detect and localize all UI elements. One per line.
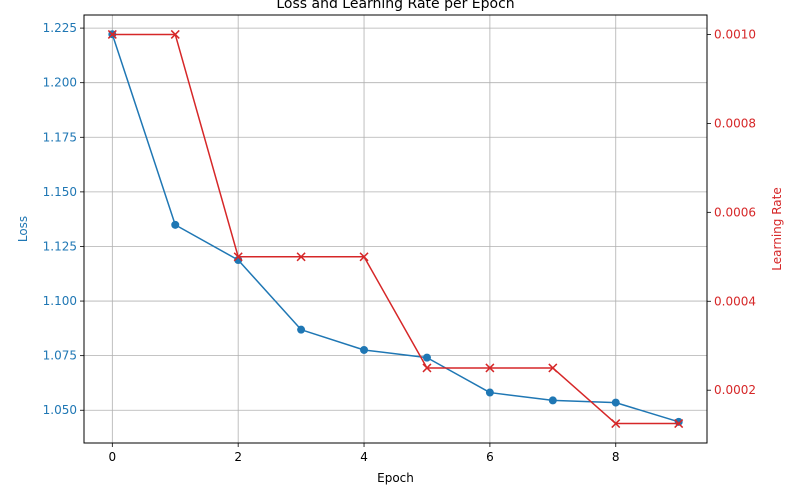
- plot-frame: [83, 14, 708, 444]
- chart-title: Loss and Learning Rate per Epoch: [276, 0, 514, 12]
- axes: 0 2 4 6 8 1.050 1.075 1.100 1.125 1.150 1.175 1.200…: [43, 21, 756, 464]
- loss-point: [422, 353, 431, 362]
- y-left-tick-label: 1.075: [43, 349, 77, 363]
- y-right-tick-label: 0.0004: [714, 294, 756, 308]
- learning-rate-point: [233, 252, 243, 262]
- x-tick-label: 0: [108, 450, 116, 464]
- loss-point: [548, 396, 557, 405]
- loss-point: [485, 388, 494, 397]
- learning-rate-point: [296, 252, 306, 262]
- y-right-tick-label: 0.0008: [714, 116, 756, 130]
- loss-point: [674, 417, 683, 426]
- learning-rate-point: [107, 29, 117, 39]
- y-axis-right-title: Learning Rate: [770, 187, 784, 270]
- y-right-tick-label: 0.0006: [714, 205, 756, 219]
- learning-rate-point: [548, 363, 558, 373]
- y-right-tick-label: 0.0010: [714, 27, 756, 41]
- loss-point: [297, 325, 306, 334]
- x-tick-label: 4: [360, 450, 368, 464]
- y-left-tick-label: 1.150: [43, 185, 77, 199]
- learning-rate-point: [674, 419, 684, 429]
- x-tick-label: 2: [234, 450, 242, 464]
- learning-rate-point: [611, 419, 621, 429]
- y-left-tick-label: 1.125: [43, 239, 77, 253]
- y-left-tick-label: 1.225: [43, 21, 77, 35]
- y-left-tick-label: 1.100: [43, 294, 77, 308]
- x-axis-title: Epoch: [377, 471, 414, 485]
- learning-rate-point: [485, 363, 495, 373]
- x-tick-label: 8: [612, 450, 620, 464]
- y-left-tick-label: 1.175: [43, 130, 77, 144]
- learning-rate-point: [422, 363, 432, 373]
- loss-point: [171, 220, 180, 229]
- y-left-tick-label: 1.200: [43, 76, 77, 90]
- y-right-tick-label: 0.0002: [714, 383, 756, 397]
- y-left-tick-label: 1.050: [43, 403, 77, 417]
- learning-rate-line: [112, 33, 679, 425]
- x-tick-label: 6: [486, 450, 494, 464]
- learning-rate-point: [359, 252, 369, 262]
- y-axis-left-title: Loss: [16, 216, 30, 242]
- loss-line: [111, 33, 679, 423]
- learning-rate-point: [170, 29, 180, 39]
- loss-point: [360, 345, 369, 354]
- grid: [84, 15, 707, 443]
- loss-point: [611, 398, 620, 407]
- series-layer: [107, 29, 684, 429]
